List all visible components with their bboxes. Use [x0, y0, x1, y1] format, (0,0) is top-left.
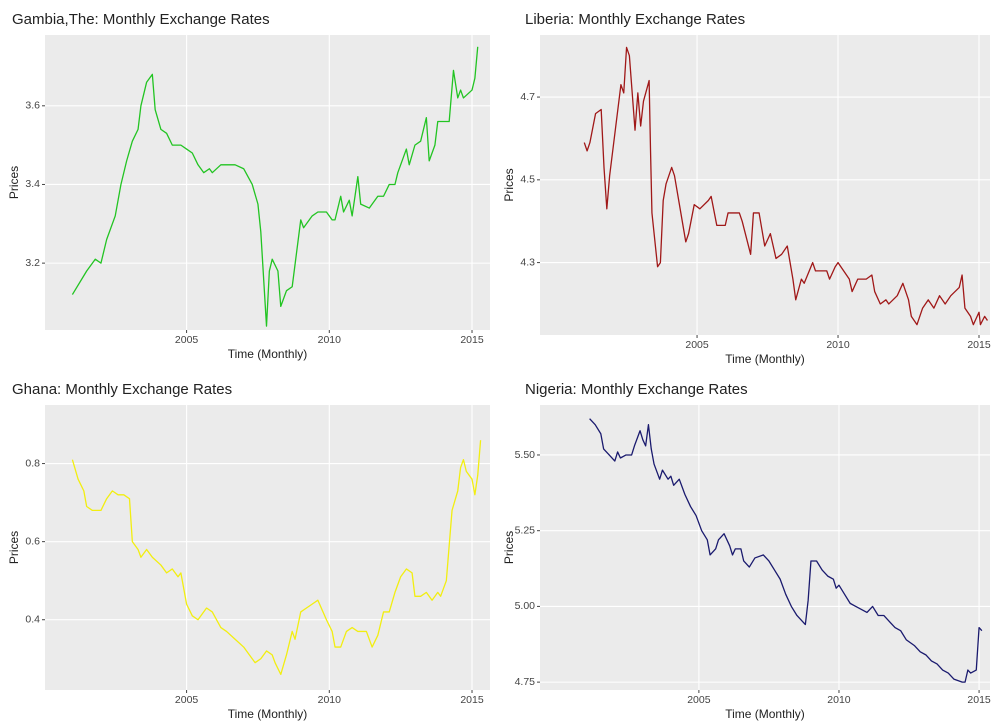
x-axis-label: Time (Monthly): [228, 347, 308, 361]
data-line: [583, 46, 988, 326]
x-tick-label: 2010: [827, 694, 851, 706]
x-tick-label: 2010: [826, 339, 850, 351]
x-tick-label: 2015: [967, 694, 991, 706]
y-tick-label: 3.6: [25, 100, 40, 112]
panel: Liberia: Monthly Exchange Rates 2005 2010 2…: [502, 11, 991, 366]
data-line: [71, 440, 482, 676]
x-axis-label: Time (Monthly): [725, 352, 805, 366]
plot-background: [45, 405, 490, 690]
x-tick-label: 2015: [460, 334, 484, 346]
chart-title: Ghana: Monthly Exchange Rates: [12, 381, 232, 398]
x-tick-label: 2005: [685, 339, 709, 351]
y-tick-label: 5.50: [515, 449, 536, 461]
plot-background: [540, 35, 990, 335]
data-line: [589, 418, 983, 683]
y-tick-label: 5.00: [515, 600, 536, 612]
y-tick-label: 4.7: [520, 91, 535, 103]
y-tick-label: 0.8: [25, 457, 40, 469]
panel: Ghana: Monthly Exchange Rates 2005 2010 201…: [7, 381, 490, 721]
panel: Gambia,The: Monthly Exchange Rates 2005 20…: [7, 11, 490, 361]
y-tick-label: 4.75: [515, 676, 536, 688]
y-tick-label: 5.25: [515, 524, 536, 536]
y-tick-label: 0.4: [25, 614, 40, 626]
chart-title: Liberia: Monthly Exchange Rates: [525, 11, 745, 28]
y-tick-label: 0.6: [25, 535, 40, 547]
data-line: [71, 46, 479, 327]
y-axis-label: Prices: [7, 531, 21, 564]
y-tick-label: 3.4: [25, 178, 40, 190]
x-tick-label: 2005: [175, 694, 199, 706]
y-axis-label: Prices: [502, 168, 516, 201]
y-tick-label: 4.3: [520, 256, 535, 268]
plot-background: [45, 35, 490, 330]
x-axis-label: Time (Monthly): [228, 707, 308, 721]
y-tick-label: 4.5: [520, 174, 535, 186]
x-tick-label: 2010: [318, 334, 342, 346]
x-tick-label: 2005: [687, 694, 711, 706]
y-axis-label: Prices: [7, 166, 21, 199]
plot-background: [540, 405, 990, 690]
x-tick-label: 2005: [175, 334, 199, 346]
y-axis-label: Prices: [502, 531, 516, 564]
x-tick-label: 2015: [967, 339, 991, 351]
y-tick-label: 3.2: [25, 257, 40, 269]
chart-title: Nigeria: Monthly Exchange Rates: [525, 381, 748, 398]
panel: Nigeria: Monthly Exchange Rates 2005 2010 2…: [502, 381, 991, 721]
x-tick-label: 2010: [318, 694, 342, 706]
x-axis-label: Time (Monthly): [725, 707, 805, 721]
chart-title: Gambia,The: Monthly Exchange Rates: [12, 11, 270, 28]
x-tick-label: 2015: [460, 694, 484, 706]
